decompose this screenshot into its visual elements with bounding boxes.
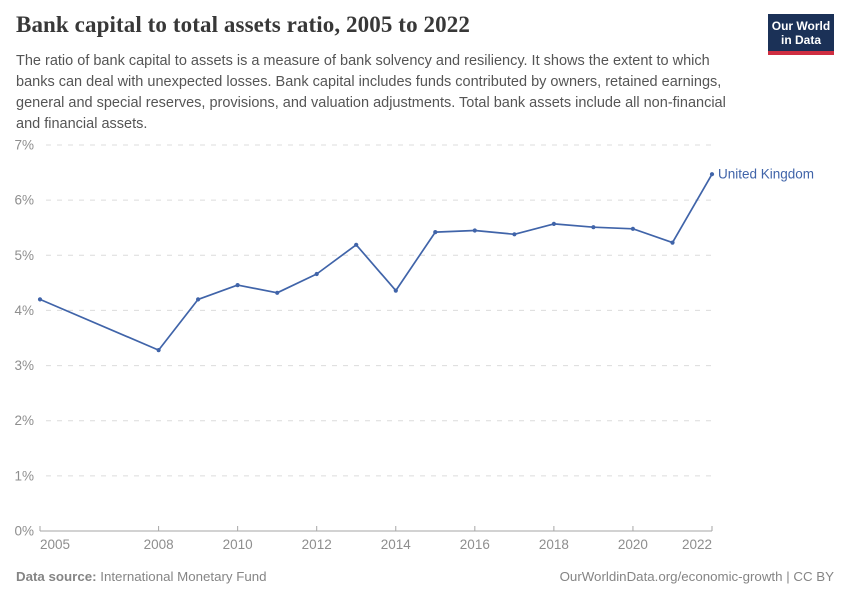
x-axis-tick-label: 2018 bbox=[539, 537, 569, 552]
x-axis-tick-label: 2022 bbox=[682, 537, 712, 552]
x-axis-tick-label: 2016 bbox=[460, 537, 490, 552]
data-source-label: Data source: bbox=[16, 569, 97, 584]
data-point-2015[interactable] bbox=[433, 230, 438, 235]
x-axis-tick-label: 2010 bbox=[223, 537, 253, 552]
data-point-2018[interactable] bbox=[551, 221, 557, 226]
owid-logo-line1: Our World bbox=[771, 19, 831, 33]
x-axis-tick-label: 2005 bbox=[40, 537, 70, 552]
data-point-2010[interactable] bbox=[235, 283, 240, 288]
data-point-2008[interactable] bbox=[156, 348, 161, 353]
chart-subtitle: The ratio of bank capital to assets is a… bbox=[16, 53, 726, 132]
data-point-2016[interactable] bbox=[472, 228, 477, 233]
y-axis-tick-label: 3% bbox=[14, 358, 34, 373]
chart-footer: Data source: International Monetary Fund… bbox=[16, 569, 834, 584]
data-point-2019[interactable] bbox=[591, 225, 596, 230]
attribution[interactable]: OurWorldinData.org/economic-growth | CC … bbox=[559, 569, 834, 584]
y-axis-tick-label: 7% bbox=[14, 138, 34, 153]
data-point-2022[interactable] bbox=[709, 172, 715, 177]
y-axis-tick-label: 5% bbox=[14, 248, 34, 263]
data-source: Data source: International Monetary Fund bbox=[16, 569, 267, 584]
owid-logo[interactable]: Our World in Data bbox=[768, 14, 834, 55]
data-point-2021[interactable] bbox=[670, 240, 675, 245]
owid-logo-line2: in Data bbox=[780, 33, 821, 47]
x-axis-tick-label: 2014 bbox=[381, 537, 412, 552]
data-point-2017[interactable] bbox=[512, 232, 517, 237]
y-axis-tick-label: 1% bbox=[14, 468, 34, 483]
page-title: Bank capital to total assets ratio, 2005… bbox=[16, 12, 470, 37]
x-axis-tick-label: 2012 bbox=[302, 537, 332, 552]
chart-svg[interactable]: 0% 1% 2% 3% 4% 5% 6% 7% 2005 2008 2010 2012 2014 2016… bbox=[0, 130, 850, 560]
data-point-2020[interactable] bbox=[630, 226, 636, 231]
data-point-2014[interactable] bbox=[393, 288, 398, 293]
data-point-2005[interactable] bbox=[37, 297, 43, 302]
data-point-2013[interactable] bbox=[354, 242, 359, 247]
series-line-united-kingdom[interactable] bbox=[39, 173, 713, 351]
y-axis-tick-label: 0% bbox=[14, 524, 34, 539]
data-source-value: International Monetary Fund bbox=[100, 569, 267, 584]
x-axis-tick-label: 2020 bbox=[618, 537, 648, 552]
data-point-2009[interactable] bbox=[196, 297, 201, 302]
series-label[interactable]: United Kingdom bbox=[718, 167, 814, 182]
x-axis-tick-label: 2008 bbox=[144, 537, 174, 552]
y-axis-tick-label: 2% bbox=[14, 413, 34, 428]
y-axis-tick-label: 6% bbox=[14, 193, 34, 208]
y-axis-tick-label: 4% bbox=[14, 303, 34, 318]
data-point-2011[interactable] bbox=[275, 290, 280, 295]
data-point-2012[interactable] bbox=[314, 271, 319, 277]
